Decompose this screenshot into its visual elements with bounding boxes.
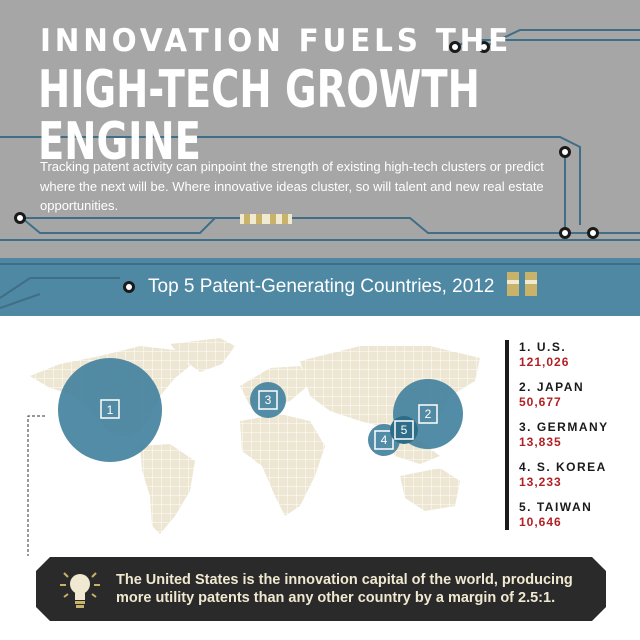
bubble-germany: 3 bbox=[250, 382, 286, 418]
circuit-decoration bbox=[0, 29, 640, 241]
svg-text:4: 4 bbox=[381, 433, 388, 447]
battery-icon bbox=[507, 272, 537, 296]
section-banner: Top 5 Patent-Generating Countries, 2012 bbox=[0, 258, 640, 316]
banner-circuit bbox=[0, 263, 640, 309]
title-line-1: INNOVATION FUELS THE bbox=[40, 23, 513, 59]
bubble-us: 1 bbox=[58, 358, 162, 462]
lightbulb-icon bbox=[60, 572, 100, 608]
header-section: INNOVATION FUELS THE HIGH-TECH GROWTH EN… bbox=[0, 0, 640, 258]
legend-item-taiwan: 5. TAIWAN 10,646 bbox=[519, 500, 593, 529]
intro-text: Tracking patent activity can pinpoint th… bbox=[40, 159, 544, 213]
title-line-2: HIGH-TECH GROWTH ENGINE bbox=[38, 60, 480, 172]
callout-box: The United States is the innovation capi… bbox=[36, 557, 606, 621]
resistor-icon bbox=[240, 214, 292, 224]
svg-text:3: 3 bbox=[265, 393, 272, 407]
banner-title: Top 5 Patent-Generating Countries, 2012 bbox=[148, 276, 495, 297]
legend-item-germany: 3. GERMANY 13,835 bbox=[519, 420, 609, 449]
svg-text:1: 1 bbox=[107, 403, 114, 417]
legend-item-japan: 2. JAPAN 50,677 bbox=[519, 380, 585, 409]
callout-text: The United States is the innovation capi… bbox=[116, 572, 573, 606]
ranking-legend: 1. U.S. 121,026 2. JAPAN 50,677 3. GERMA… bbox=[505, 340, 625, 530]
world-map: 1 3 2 4 5 bbox=[27, 338, 480, 556]
legend-item-us: 1. U.S. 121,026 bbox=[519, 340, 570, 369]
bubble-taiwan: 5 bbox=[390, 416, 418, 444]
svg-text:5: 5 bbox=[401, 423, 408, 437]
svg-text:2: 2 bbox=[425, 407, 432, 421]
legend-item-korea: 4. S. KOREA 13,233 bbox=[519, 460, 607, 489]
